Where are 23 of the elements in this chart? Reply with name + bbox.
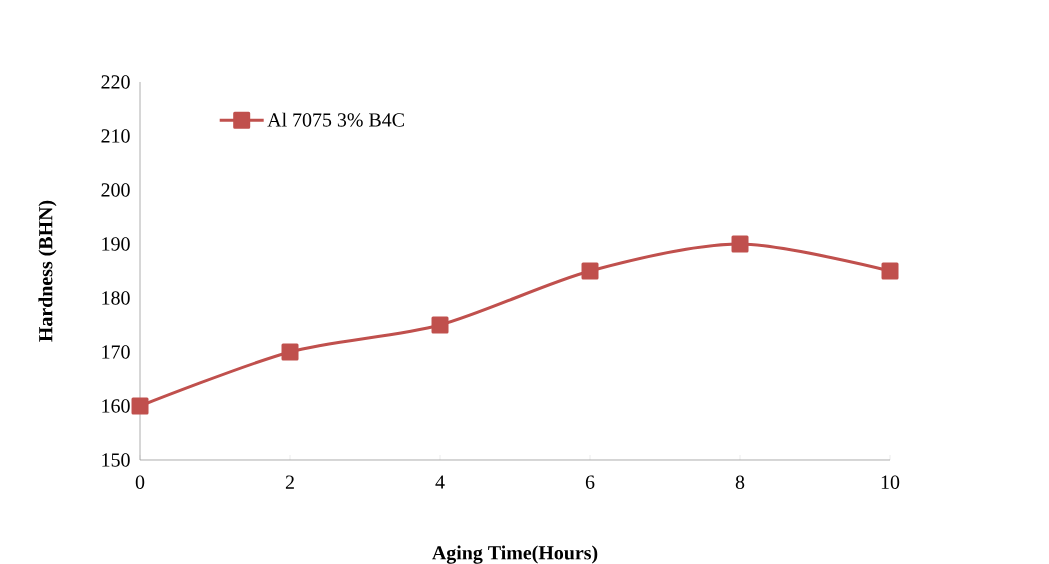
y-tick-label: 190 [102,237,130,251]
point [431,316,449,334]
x-axis-title: Aging Time(Hours) [432,545,598,564]
y-axis-title: Hardness (BHN) [38,200,57,342]
point [581,262,599,280]
x-tick-label: 0 [135,475,145,489]
x-tick-label: 4 [435,475,445,489]
x-tick-label: 8 [735,475,745,489]
y-tick-label: 210 [101,129,130,143]
x-tick-label: 6 [585,475,595,489]
y-tick-label: 160 [102,399,130,413]
y-tick-label: 220 [101,75,130,89]
point [281,343,299,361]
x-tick-label: 10 [881,475,900,489]
y-tick-label: 150 [102,453,130,467]
point [131,397,149,415]
point [881,262,899,280]
y-tick-label: 200 [101,183,130,197]
y-tick-label: 170 [102,345,130,359]
legend-label: Al 7075 3% B4C [267,112,404,127]
x-tick-label: 2 [285,475,294,489]
y-tick-label: 180 [102,291,130,305]
point [731,235,749,253]
